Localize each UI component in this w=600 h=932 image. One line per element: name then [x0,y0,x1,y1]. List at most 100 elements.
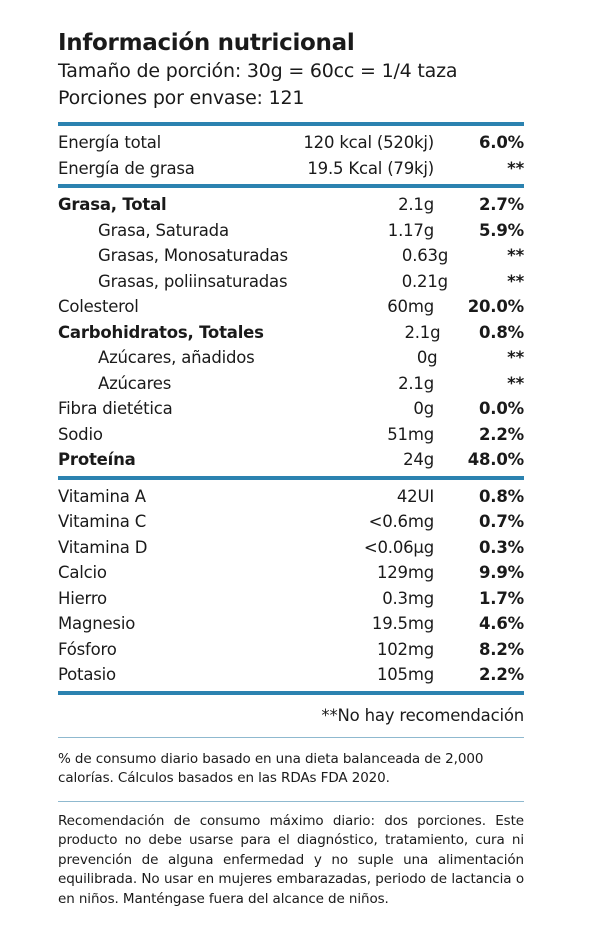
nutrient-name: Potasio [58,665,116,685]
label-title: Información nutricional [58,30,355,56]
nutrient-amount: 2.1g [398,373,434,393]
nutrient-name: Colesterol [58,297,139,317]
daily-value-percent: 0.8% [479,322,524,342]
nutrient-amount: 129mg [376,563,434,583]
daily-value-percent: 48.0% [467,450,524,470]
consumption-warning: Recomendación de consumo máximo diario: … [58,812,524,907]
section-divider-vitamins [58,475,524,480]
nutrient-row: Azúcares 2.1g ** [58,371,524,397]
nutrient-row: Azúcares, añadidos 0g ** [58,345,524,371]
vitamin-row: Hierro 0.3mg 1.7% [58,586,524,612]
nutrient-amount: 0g [413,399,434,419]
nutrient-amount: 1.17g [387,220,434,240]
nutrient-amount: 24g [403,450,434,470]
vitamins-section: Vitamina A 42UI 0.8% Vitamina C <0.6mg 0.7% Vi… [58,480,524,691]
nutrient-amount: 2.1g [398,195,434,215]
daily-value-percent: 0.0% [479,399,524,419]
daily-value-percent: 2.2% [479,665,524,685]
daily-value-percent: ** [507,158,524,178]
nutrient-amount: 0.63g [401,246,449,266]
energy-section: Energía total 120 kcal (520kj) 6.0% Energía… [58,126,524,184]
footnote-divider [58,736,524,738]
vitamin-row: Potasio 105mg 2.2% [58,662,524,688]
vitamin-row: Vitamina D <0.06µg 0.3% [58,535,524,561]
nutrient-name: Azúcares [98,373,172,393]
warning-divider [58,800,524,802]
daily-value-percent: 0.8% [479,486,524,506]
servings-per-container: Porciones por envase: 121 [58,87,305,109]
daily-value-percent: 4.6% [479,614,524,634]
nutrient-row: Carbohidratos, Totales 2.1g 0.8% [58,320,524,346]
nutrient-name: Energía de grasa [58,158,195,178]
nutrient-name: Carbohidratos, Totales [58,322,264,342]
nutrient-amount: 19.5mg [371,614,434,634]
daily-value-percent: 9.9% [479,563,524,583]
nutrient-name: Fibra dietética [58,399,173,419]
nutrient-name: Grasa, Total [58,195,167,215]
nutrient-row: Grasa, Total 2.1g 2.7% [58,192,524,218]
nutrient-name: Hierro [58,588,107,608]
nutrition-facts-label: Información nutricional Tamaño de porció… [58,28,524,909]
serving-size: Tamaño de porción: 30g = 60cc = 1/4 taza [58,60,458,82]
daily-value-percent: ** [507,348,524,368]
nutrient-name: Calcio [58,563,107,583]
nutrient-name: Vitamina C [58,512,147,532]
nutrient-row: Proteína 24g 48.0% [58,447,524,473]
vitamin-row: Fósforo 102mg 8.2% [58,637,524,663]
daily-value-percent: ** [507,373,524,393]
daily-value-percent: 0.7% [479,512,524,532]
nutrient-row: Grasas, Monosaturadas 0.63g ** [58,243,524,269]
nutrient-name: Grasa, Saturada [98,220,229,240]
vitamin-row: Vitamina C <0.6mg 0.7% [58,509,524,535]
nutrient-name: Azúcares, añadidos [98,348,255,368]
section-divider-bottom [58,690,524,695]
nutrient-amount: 0g [416,348,438,368]
nutrient-name: Energía total [58,133,162,153]
nutrient-amount: 0.21g [401,271,448,291]
nutrient-amount: <0.06µg [363,537,434,557]
nutrient-amount: 60mg [387,297,434,317]
nutrient-row: Grasas, poliinsaturadas 0.21g ** [58,269,524,295]
nutrient-amount: 19.5 Kcal (79kj) [307,158,434,178]
daily-value-footnote: % de consumo diario basado en una dieta … [58,750,484,787]
nutrient-name: Vitamina A [58,486,146,506]
section-divider-top [58,122,524,126]
nutrient-amount: <0.6mg [368,512,435,532]
no-recommendation-note: **No hay recomendación [321,705,524,725]
energy-row: Energía total 120 kcal (520kj) 6.0% [58,130,524,156]
nutrient-amount: 2.1g [404,322,441,342]
daily-value-percent: 2.7% [479,195,524,215]
nutrient-row: Fibra dietética 0g 0.0% [58,396,524,422]
nutrient-name: Grasas, poliinsaturadas [98,271,288,291]
daily-value-percent: 0.3% [479,537,524,557]
daily-value-percent: ** [507,246,524,266]
nutrient-name: Fósforo [58,639,117,659]
nutrient-amount: 42UI [396,486,434,506]
nutrient-row: Colesterol 60mg 20.0% [58,294,524,320]
nutrient-amount: 102mg [376,639,434,659]
nutrient-name: Vitamina D [58,537,148,557]
daily-value-percent: 1.7% [479,588,524,608]
daily-value-percent: 5.9% [479,220,524,240]
nutrient-name: Sodio [58,424,103,444]
daily-value-percent: 20.0% [467,297,524,317]
vitamin-row: Calcio 129mg 9.9% [58,560,524,586]
energy-row: Energía de grasa 19.5 Kcal (79kj) ** [58,156,524,182]
daily-value-percent: ** [507,271,524,291]
nutrient-amount: 51mg [387,424,434,444]
section-divider-nutrients [58,184,524,188]
nutrient-amount: 120 kcal (520kj) [303,133,434,153]
nutrient-row: Sodio 51mg 2.2% [58,422,524,448]
nutrient-name: Proteína [58,450,136,470]
nutrient-row: Grasa, Saturada 1.17g 5.9% [58,218,524,244]
daily-value-percent: 8.2% [479,639,524,659]
nutrient-name: Magnesio [58,614,136,634]
vitamin-row: Magnesio 19.5mg 4.6% [58,611,524,637]
nutrient-amount: 105mg [376,665,434,685]
daily-value-percent: 6.0% [479,133,524,153]
nutrient-name: Grasas, Monosaturadas [98,246,288,266]
nutrients-section: Grasa, Total 2.1g 2.7% Grasa, Saturada 1.17g… [58,188,524,476]
nutrient-amount: 0.3mg [382,588,434,608]
daily-value-percent: 2.2% [479,424,524,444]
vitamin-row: Vitamina A 42UI 0.8% [58,484,524,510]
